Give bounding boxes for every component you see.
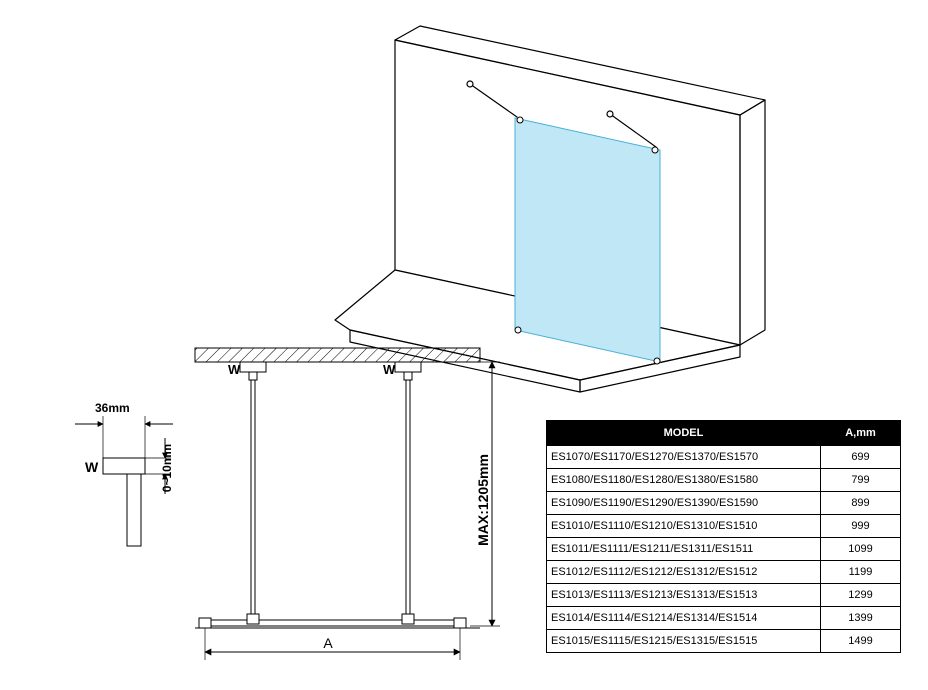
table-row: ES1090/ES1190/ES1290/ES1390/ES1590899 — [547, 492, 901, 515]
table-row: ES1070/ES1170/ES1270/ES1370/ES1570699 — [547, 446, 901, 469]
dim-height-label: MAX:1205mm — [475, 454, 491, 546]
cell-a: 699 — [821, 446, 901, 469]
detail-dim-36: 36mm — [95, 401, 130, 415]
table-row: ES1011/ES1111/ES1211/ES1311/ES15111099 — [547, 538, 901, 561]
table-row: ES1012/ES1112/ES1212/ES1312/ES15121199 — [547, 561, 901, 584]
label-w-right: W — [383, 362, 396, 377]
ceiling-mount-right — [395, 362, 421, 380]
th-model: MODEL — [547, 421, 821, 446]
cell-model: ES1015/ES1115/ES1215/ES1315/ES1515 — [547, 630, 821, 653]
detail-dim-0-10: 0~10mm — [160, 444, 174, 492]
cell-a: 899 — [821, 492, 901, 515]
cell-model: ES1090/ES1190/ES1290/ES1390/ES1590 — [547, 492, 821, 515]
cell-a: 1199 — [821, 561, 901, 584]
detail-view: W 36mm 0~10mm — [55, 380, 255, 580]
dim-a-label: A — [323, 635, 333, 651]
cell-a: 999 — [821, 515, 901, 538]
cell-model: ES1010/ES1110/ES1210/ES1310/ES1510 — [547, 515, 821, 538]
table-row: ES1080/ES1180/ES1280/ES1380/ES1580799 — [547, 469, 901, 492]
glass-panel — [515, 117, 660, 364]
table-row: ES1010/ES1110/ES1210/ES1310/ES1510999 — [547, 515, 901, 538]
detail-label-w: W — [85, 459, 99, 475]
table-row: ES1014/ES1114/ES1214/ES1314/ES15141399 — [547, 607, 901, 630]
label-w-left: W — [228, 362, 241, 377]
cell-model: ES1013/ES1113/ES1213/ES1313/ES1513 — [547, 584, 821, 607]
cell-model: ES1011/ES1111/ES1211/ES1311/ES1511 — [547, 538, 821, 561]
th-a: A,mm — [821, 421, 901, 446]
cell-a: 799 — [821, 469, 901, 492]
cell-model: ES1012/ES1112/ES1212/ES1312/ES1512 — [547, 561, 821, 584]
cell-model: ES1070/ES1170/ES1270/ES1370/ES1570 — [547, 446, 821, 469]
model-table: MODEL A,mm ES1070/ES1170/ES1270/ES1370/E… — [546, 420, 901, 653]
cell-a: 1099 — [821, 538, 901, 561]
cell-a: 1399 — [821, 607, 901, 630]
cell-a: 1299 — [821, 584, 901, 607]
cell-a: 1499 — [821, 630, 901, 653]
cell-model: ES1080/ES1180/ES1280/ES1380/ES1580 — [547, 469, 821, 492]
ceiling-mount-left — [240, 362, 266, 380]
table-row: ES1015/ES1115/ES1215/ES1315/ES15151499 — [547, 630, 901, 653]
table-row: ES1013/ES1113/ES1213/ES1313/ES15131299 — [547, 584, 901, 607]
cell-model: ES1014/ES1114/ES1214/ES1314/ES1514 — [547, 607, 821, 630]
